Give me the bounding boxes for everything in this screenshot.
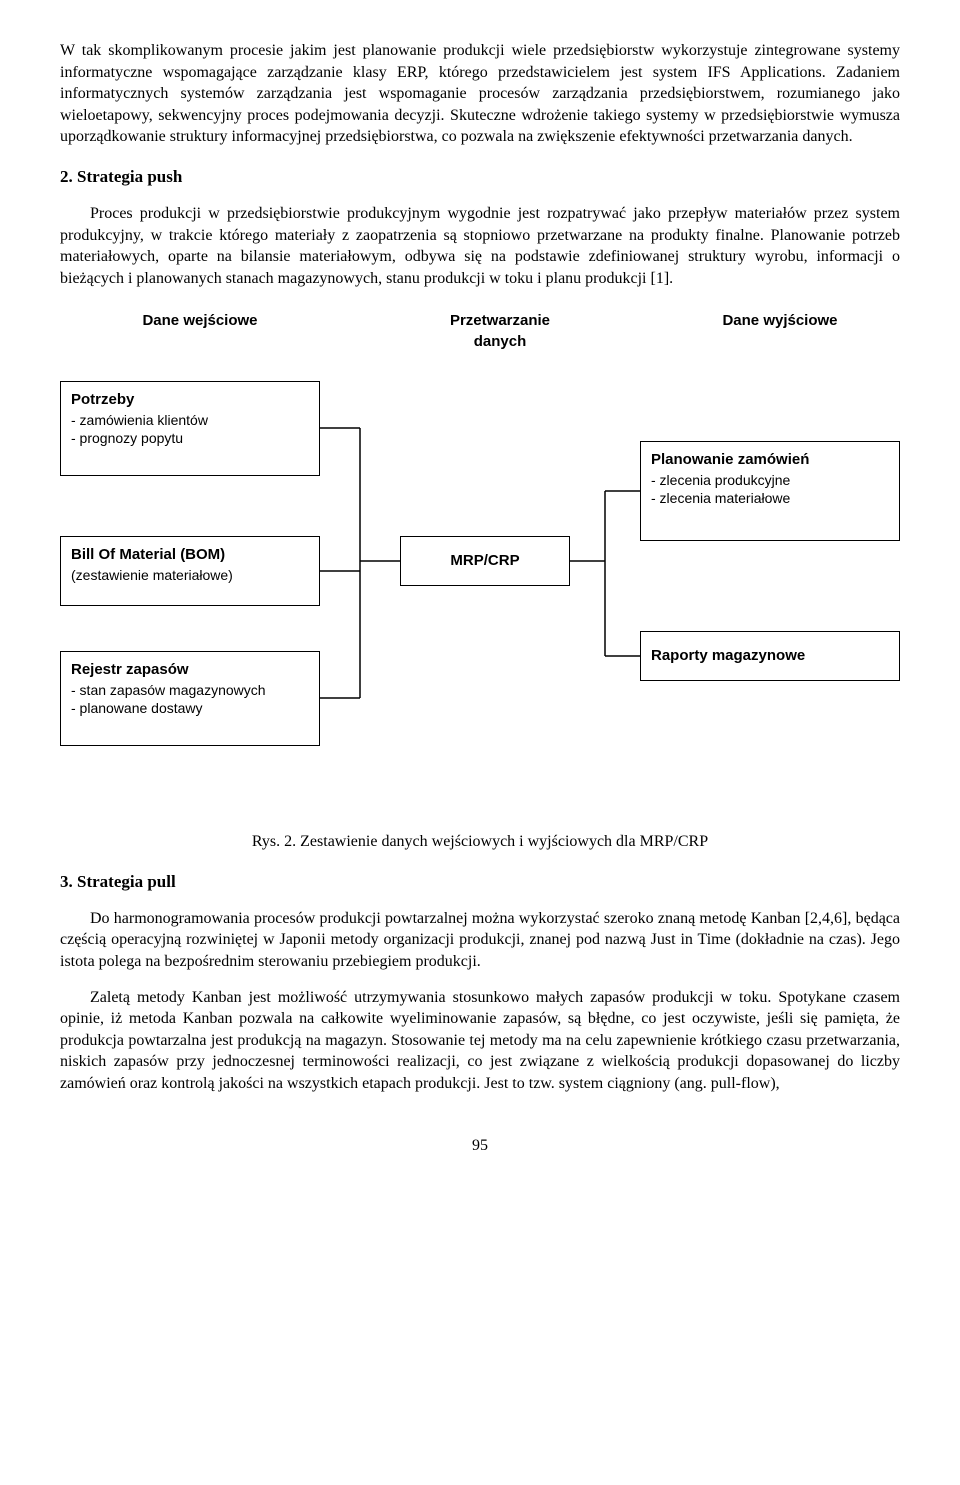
col-header-processing: Przetwarzanie danych: [410, 311, 590, 352]
box-potrzeby-title: Potrzeby: [71, 390, 309, 410]
box-planowanie-line1: - zlecenia produkcyjne: [651, 471, 889, 490]
col-header-processing-l1: Przetwarzanie: [450, 312, 550, 329]
box-rejestr-line2: - planowane dostawy: [71, 699, 309, 718]
page-number: 95: [60, 1135, 900, 1157]
box-rejestr: Rejestr zapasów - stan zapasów magazynow…: [60, 651, 320, 746]
paragraph-2: Proces produkcji w przedsiębiorstwie pro…: [60, 203, 900, 289]
col-header-output: Dane wyjściowe: [680, 311, 880, 331]
box-planowanie-line2: - zlecenia materiałowe: [651, 489, 889, 508]
heading-strategia-pull: 3. Strategia pull: [60, 871, 900, 894]
col-header-processing-l2: danych: [474, 333, 527, 350]
box-mrp-crp: MRP/CRP: [400, 536, 570, 586]
box-raporty: Raporty magazynowe: [640, 631, 900, 681]
box-potrzeby-line1: - zamówienia klientów: [71, 411, 309, 430]
box-potrzeby: Potrzeby - zamówienia klientów - prognoz…: [60, 381, 320, 476]
box-potrzeby-line2: - prognozy popytu: [71, 429, 309, 448]
box-rejestr-line1: - stan zapasów magazynowych: [71, 681, 309, 700]
figure-caption: Rys. 2. Zestawienie danych wejściowych i…: [60, 831, 900, 853]
box-bom-line1: (zestawienie materiałowe): [71, 566, 309, 585]
paragraph-1: W tak skomplikowanym procesie jakim jest…: [60, 40, 900, 148]
heading-strategia-push: 2. Strategia push: [60, 166, 900, 189]
col-header-input: Dane wejściowe: [100, 311, 300, 331]
box-bom-title: Bill Of Material (BOM): [71, 545, 309, 565]
paragraph-3: Do harmonogramowania procesów produkcji …: [60, 908, 900, 973]
paragraph-4: Zaletą metody Kanban jest możliwość utrz…: [60, 987, 900, 1095]
box-bom: Bill Of Material (BOM) (zestawienie mate…: [60, 536, 320, 606]
box-planowanie-zamowien: Planowanie zamówień - zlecenia produkcyj…: [640, 441, 900, 541]
box-mrp-crp-title: MRP/CRP: [450, 551, 519, 571]
figure-mrp-crp: Dane wejściowe Przetwarzanie danych Dane…: [60, 311, 900, 821]
box-raporty-title: Raporty magazynowe: [651, 646, 805, 666]
box-rejestr-title: Rejestr zapasów: [71, 660, 309, 680]
box-planowanie-title: Planowanie zamówień: [651, 450, 889, 470]
